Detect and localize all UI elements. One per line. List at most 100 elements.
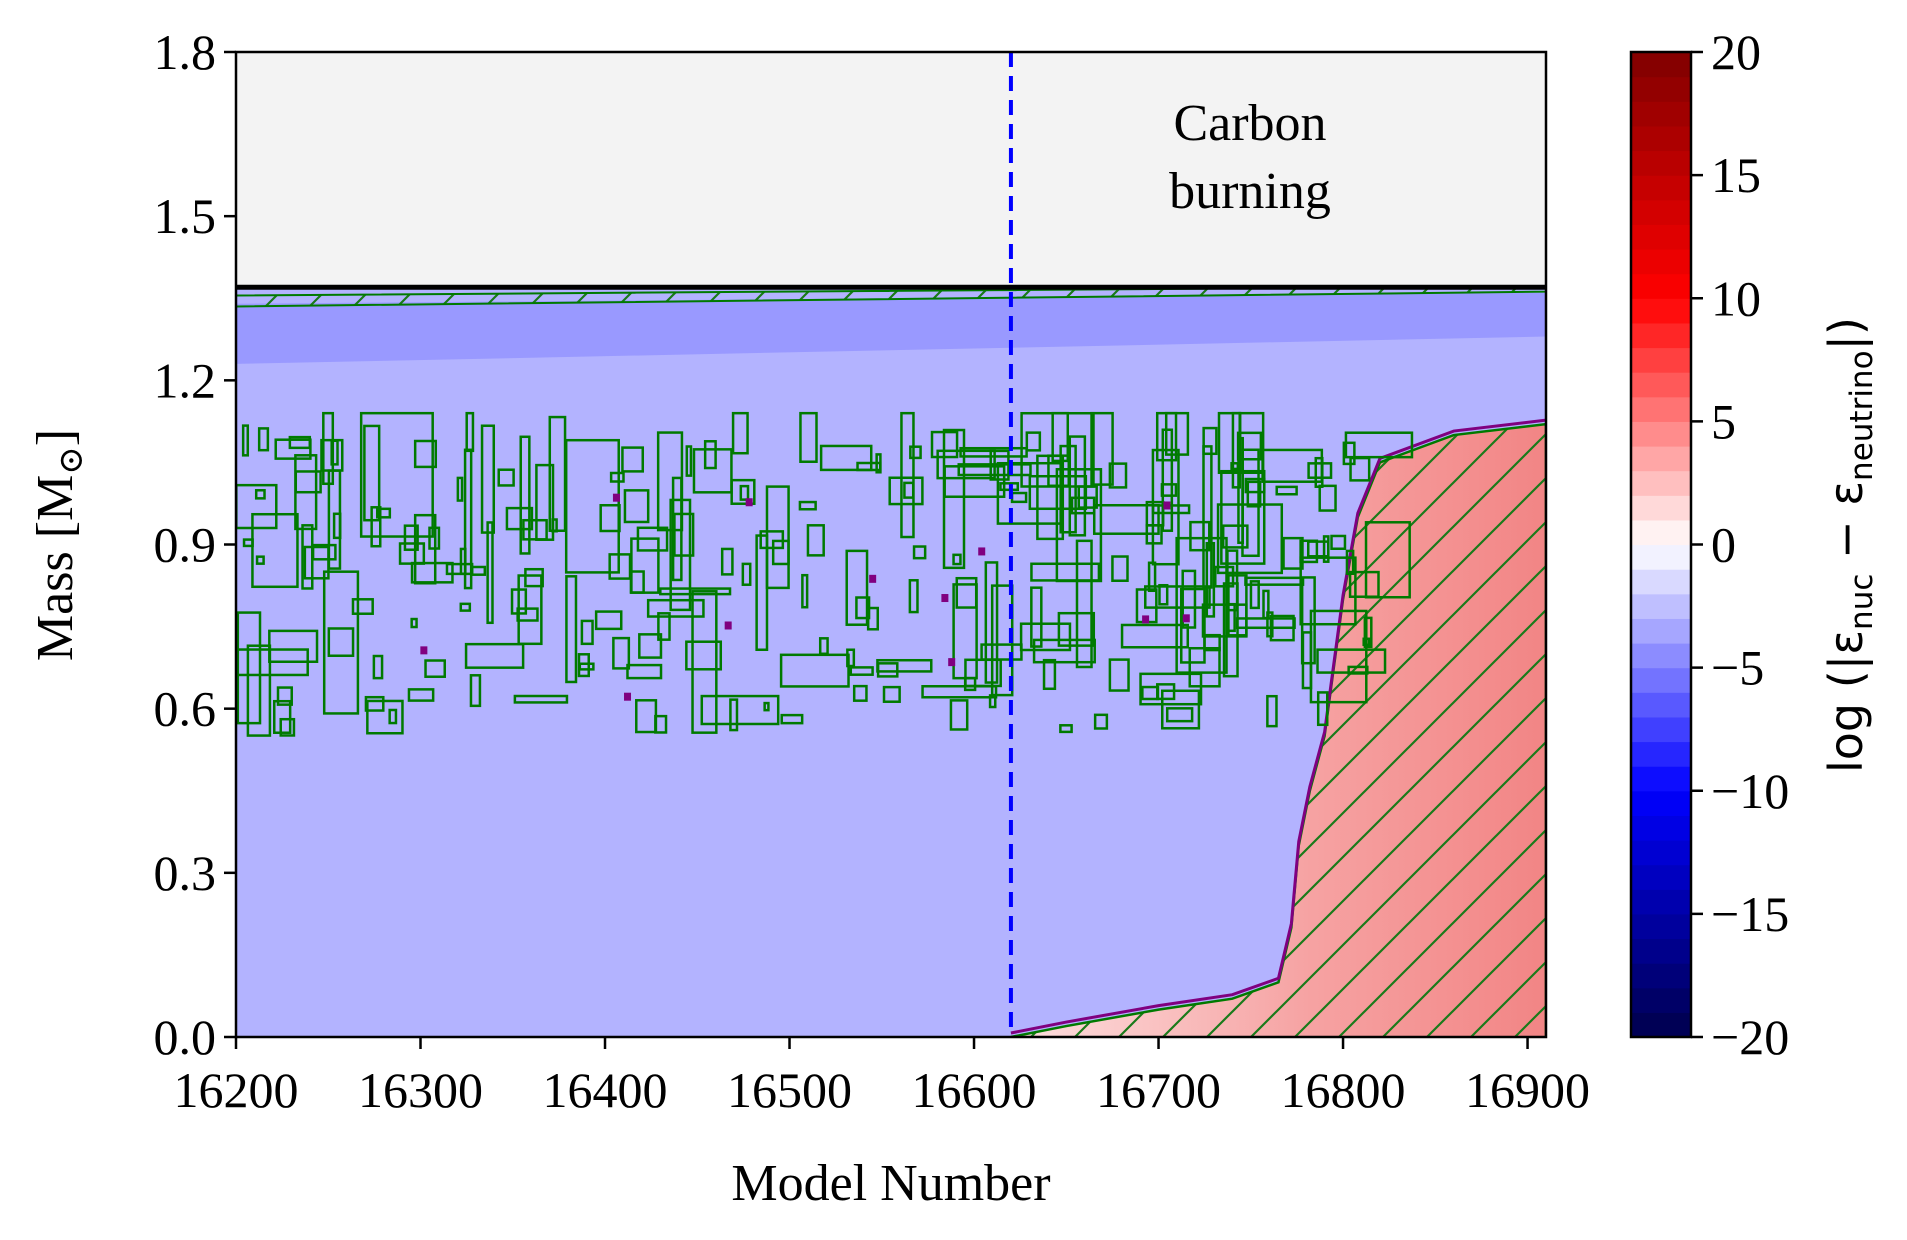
colorbar-tick-label: 20 xyxy=(1711,24,1761,80)
y-axis-title-close: ] xyxy=(27,429,84,446)
convective-cell xyxy=(819,444,873,472)
convective-cell xyxy=(888,476,924,506)
convective-cell xyxy=(1306,540,1330,558)
convective-cell xyxy=(1203,633,1221,652)
colorbar-band xyxy=(1631,396,1691,422)
convective-cell xyxy=(413,439,438,469)
convective-cell xyxy=(799,411,818,463)
convective-cell xyxy=(657,612,671,641)
convective-cell xyxy=(241,424,250,457)
colorbar-band xyxy=(1631,766,1691,792)
convective-cell xyxy=(1028,474,1088,511)
convective-cell xyxy=(1151,504,1191,515)
convective-cell xyxy=(1275,485,1298,496)
convective-cell xyxy=(1300,576,1316,665)
overshoot-cell xyxy=(724,621,732,630)
y-tick-label: 1.8 xyxy=(154,24,217,80)
colorbar-band xyxy=(1631,249,1691,275)
convective-cell xyxy=(370,506,382,548)
overshoot-cell xyxy=(948,658,956,667)
convective-cell xyxy=(1318,484,1337,512)
colorbar-band xyxy=(1631,667,1691,693)
convective-cell xyxy=(1020,411,1095,488)
convective-cell xyxy=(276,686,293,706)
x-tick-label: 16900 xyxy=(1465,1062,1590,1118)
convective-cell xyxy=(673,512,695,557)
convective-cell xyxy=(1189,520,1211,552)
plot-area xyxy=(234,50,1548,1039)
x-axis: 16200 16300 16400 16500 16600 16700 16800 16900 xyxy=(174,1037,1590,1118)
convective-cell xyxy=(1108,462,1128,489)
convective-cell xyxy=(413,513,437,585)
convective-cell xyxy=(1158,583,1169,606)
convective-cell xyxy=(609,471,625,483)
convective-cell xyxy=(1155,411,1178,462)
convective-cell xyxy=(303,545,330,580)
convective-cell xyxy=(1161,689,1201,730)
x-tick-label: 16500 xyxy=(727,1062,852,1118)
colorbar-band xyxy=(1631,322,1691,349)
convective-cell xyxy=(875,453,882,474)
convective-cell xyxy=(565,575,578,684)
y-axis-title: Mass [M⊙] xyxy=(27,429,90,661)
colorbar: 20 15 10 5 0 −5 −10 −15 −20 log (|εnuc − εneutri… xyxy=(1629,24,1880,1065)
colorbar-band xyxy=(1631,569,1691,595)
colorbar-band xyxy=(1631,790,1691,816)
convective-cell xyxy=(1316,648,1387,674)
convective-cell xyxy=(866,606,879,631)
colorbar-gradient xyxy=(1631,52,1691,1038)
colorbar-band xyxy=(1631,101,1691,127)
convective-cell xyxy=(1299,556,1357,626)
convective-cell xyxy=(741,562,752,586)
convective-cell xyxy=(363,424,381,522)
colorbar-tick-label: −10 xyxy=(1711,763,1789,819)
colorbar-band xyxy=(1631,125,1691,152)
colorbar-title-mid: − ε xyxy=(1819,481,1873,574)
convective-cell xyxy=(646,598,705,618)
convective-cell xyxy=(1282,536,1304,570)
convective-cell xyxy=(626,663,663,680)
convective-cell xyxy=(1231,411,1241,489)
convective-cell xyxy=(322,570,360,715)
convective-cell xyxy=(327,627,355,657)
convective-cell xyxy=(685,640,723,671)
convective-cell xyxy=(849,666,874,676)
convective-cell xyxy=(1364,521,1411,599)
convective-cell xyxy=(364,695,385,712)
colorbar-band xyxy=(1631,175,1691,201)
convective-cell xyxy=(1221,524,1249,549)
convective-cell xyxy=(1344,431,1414,459)
colorbar-band xyxy=(1631,495,1691,521)
convective-cell xyxy=(1266,694,1278,728)
colorbar-tick-label: 0 xyxy=(1711,517,1736,573)
convective-cell xyxy=(739,484,750,501)
convective-cell xyxy=(908,579,919,614)
convective-cell xyxy=(1342,441,1356,466)
y-tick-label: 1.2 xyxy=(154,352,217,408)
y-axis-title-main: Mass [M xyxy=(27,475,84,661)
colorbar-band xyxy=(1631,643,1691,669)
colorbar-tick-label: −5 xyxy=(1711,640,1764,696)
convective-cell xyxy=(798,500,817,511)
convective-cell xyxy=(1160,483,1178,497)
convective-cell xyxy=(469,674,482,708)
convective-cell xyxy=(980,643,1023,661)
overshoot-cell xyxy=(1182,614,1190,623)
colorbar-band xyxy=(1631,347,1691,373)
convective-cell xyxy=(780,713,804,725)
convective-cell xyxy=(630,537,660,594)
colorbar-tick-label: −20 xyxy=(1711,1009,1789,1065)
convective-cell xyxy=(876,662,899,678)
convective-cell xyxy=(255,555,265,565)
convective-cell xyxy=(288,435,312,450)
convective-cell xyxy=(274,438,312,460)
y-axis-title-sub: ⊙ xyxy=(53,446,90,475)
colorbar-title-sub1: nuc xyxy=(1844,574,1880,630)
convective-cell xyxy=(456,476,464,502)
convective-cell xyxy=(407,688,435,702)
heatmap-envelope-band xyxy=(236,292,1546,364)
convective-cell xyxy=(524,567,544,588)
convective-cell xyxy=(771,539,790,566)
colorbar-band xyxy=(1631,273,1691,299)
